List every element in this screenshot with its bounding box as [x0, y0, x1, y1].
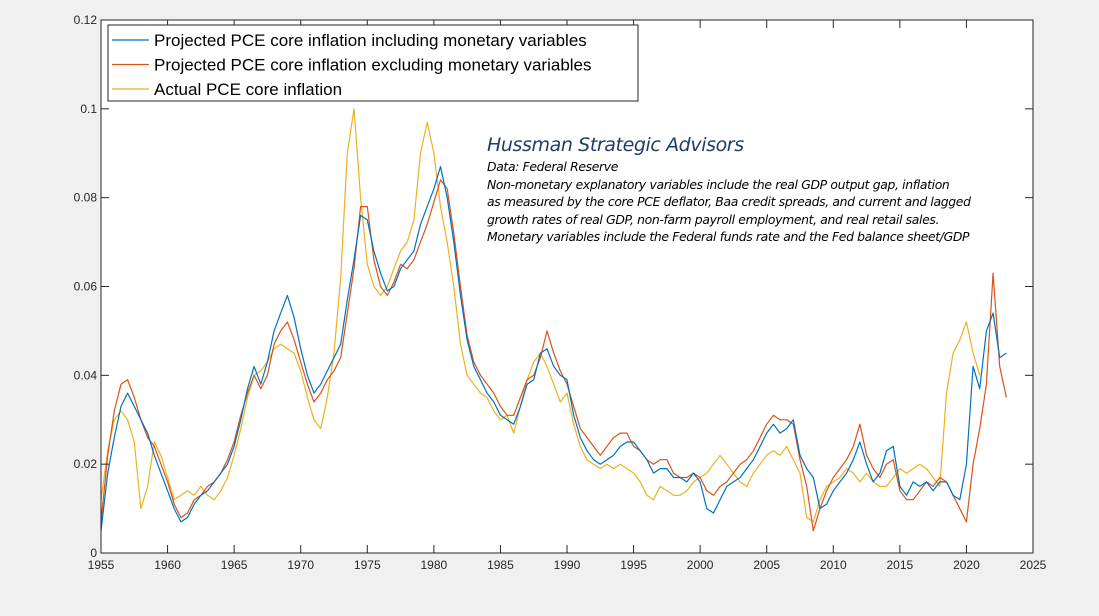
x-tick-label: 2000: [687, 558, 714, 572]
annotation-line: Monetary variables include the Federal f…: [487, 229, 970, 245]
annotation-line: Data: Federal Reserve: [487, 159, 619, 174]
y-tick-label: 0.08: [74, 191, 98, 205]
y-tick-label: 0.02: [74, 457, 98, 471]
legend-label: Actual PCE core inflation: [154, 80, 342, 99]
x-tick-label: 2010: [820, 558, 847, 572]
x-tick-label: 1960: [154, 558, 181, 572]
legend-box: [107, 24, 639, 102]
x-tick-label: 1955: [88, 558, 115, 572]
x-tick-label: 1965: [221, 558, 248, 572]
x-tick-label: 1990: [554, 558, 581, 572]
y-tick-label: 0.06: [74, 280, 98, 294]
y-tick-label: 0.12: [74, 13, 98, 27]
annotation-line: growth rates of real GDP, non-farm payro…: [487, 211, 940, 227]
x-tick-label: 1970: [287, 558, 314, 572]
y-tick-label: 0.04: [74, 368, 98, 382]
legend-label: Projected PCE core inflation excluding m…: [154, 56, 592, 75]
plot-area: [101, 20, 1033, 553]
y-tick-label: 0: [90, 546, 97, 560]
x-tick-label: 2025: [1020, 558, 1047, 572]
axes-layer: 1955 1960 1965 1970 1975 1980 1985 1990 1995 2000…: [74, 13, 1047, 572]
series-line-0: [100, 166, 1007, 531]
series-layer: [100, 108, 1007, 532]
annotation-title: Hussman Strategic Advisors: [487, 134, 744, 156]
x-tick-label: 2015: [887, 558, 914, 572]
annotation-block: Hussman Strategic Advisors Data: Federal…: [487, 133, 971, 246]
x-tick-label: 2020: [953, 558, 980, 572]
legend-label: Projected PCE core inflation including m…: [154, 31, 587, 50]
annotation-line: Non-monetary explanatory variables inclu…: [487, 176, 950, 192]
series-line-1: [100, 179, 1007, 532]
x-tick-label: 1975: [354, 558, 381, 572]
y-tick-label: 0.1: [80, 102, 97, 116]
x-tick-label: 2005: [753, 558, 780, 572]
x-tick-label: 1985: [487, 558, 514, 572]
annotation-line: as measured by the core PCE deflator, Ba…: [487, 194, 971, 210]
legend: Projected PCE core inflation including m…: [107, 24, 639, 102]
x-tick-label: 1980: [421, 558, 448, 572]
x-tick-label: 1995: [620, 558, 647, 572]
